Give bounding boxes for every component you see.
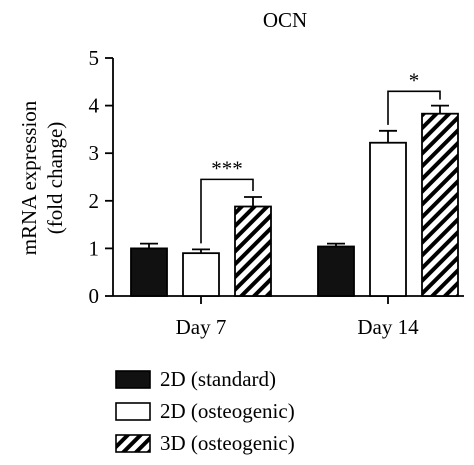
legend-label: 2D (osteogenic): [160, 399, 295, 423]
y-tick-label: 1: [89, 236, 100, 260]
bar: [234, 205, 272, 297]
significance-bracket: [200, 178, 254, 244]
bar: [421, 112, 459, 297]
legend-swatch: [115, 370, 151, 389]
legend-label: 3D (osteogenic): [160, 431, 295, 455]
bar: [130, 247, 168, 297]
y-tick-label: 4: [89, 94, 100, 118]
legend-swatch: [115, 434, 151, 453]
bar: [182, 252, 220, 297]
y-axis-label-line1: mRNA expression: [17, 100, 41, 255]
y-tick-label: 0: [89, 284, 100, 308]
y-tick-label: 2: [89, 189, 100, 213]
significance-label: *: [409, 68, 420, 92]
y-tick-label: 5: [89, 46, 100, 70]
bar: [317, 245, 355, 297]
x-tick-label: Day 7: [176, 315, 227, 339]
y-axis-label-line2: (fold change): [43, 122, 67, 235]
x-tick-label: Day 14: [357, 315, 419, 339]
legend-swatch: [115, 402, 151, 421]
significance-label: ***: [211, 156, 243, 180]
chart-title: OCN: [263, 8, 307, 32]
significance-bracket: [387, 90, 441, 125]
y-tick-label: 3: [89, 141, 100, 165]
legend-label: 2D (standard): [160, 367, 276, 391]
bar: [369, 141, 407, 297]
